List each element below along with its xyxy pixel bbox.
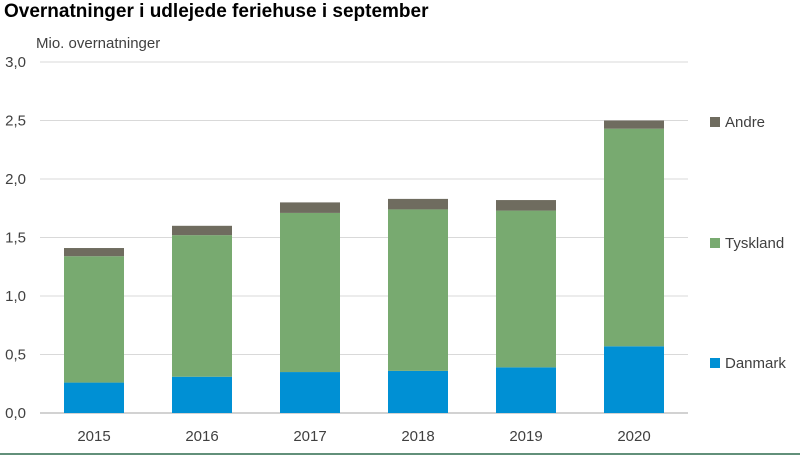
y-tick-labels: 0,0 0,5 1,0 1,5 2,0 2,5 3,0 [5,54,26,422]
bar-andre-2016 [172,225,232,236]
bar-tyskland-2015 [64,256,124,383]
y-tick-label: 1,5 [5,230,26,247]
y-tick-label: 2,0 [5,171,26,188]
bar-tyskland-2020 [604,128,664,347]
bar-andre-2018 [388,198,448,210]
x-tick-label: 2019 [509,428,542,445]
legend-label-andre: Andre [725,114,765,131]
bar-andre-2017 [280,202,340,213]
bar-tyskland-2018 [388,209,448,371]
legend-label-danmark: Danmark [725,355,786,372]
bar-tyskland-2016 [172,235,232,377]
legend: Danmark Tyskland Andre [710,114,786,372]
x-tick-label: 2020 [617,428,650,445]
chart-title: Overnatninger i udlejede feriehuse i sep… [4,1,429,22]
y-tick-label: 1,0 [5,288,26,305]
x-tick-label: 2017 [293,428,326,445]
x-tick-label: 2015 [77,428,110,445]
bar-andre-2019 [496,200,556,211]
y-axis-label: Mio. overnatninger [36,35,160,52]
y-tick-label: 0,5 [5,347,26,364]
bar-danmark-2018 [388,370,448,413]
legend-swatch-andre [710,117,720,127]
legend-swatch-tyskland [710,238,720,248]
bar-danmark-2019 [496,367,556,413]
y-tick-label: 3,0 [5,54,26,71]
y-tick-label: 2,5 [5,113,26,130]
bar-danmark-2015 [64,382,124,413]
x-tick-label: 2016 [185,428,218,445]
bar-tyskland-2019 [496,210,556,368]
x-tick-labels: 2015 2016 2017 2018 2019 2020 [77,428,650,445]
bar-danmark-2016 [172,376,232,413]
y-tick-label: 0,0 [5,405,26,422]
bar-andre-2015 [64,248,124,257]
x-tick-label: 2018 [401,428,434,445]
gridlines [40,61,688,414]
legend-swatch-danmark [710,358,720,368]
bars [64,120,664,413]
bar-danmark-2020 [604,346,664,413]
legend-label-tyskland: Tyskland [725,235,784,252]
bar-danmark-2017 [280,372,340,413]
bar-andre-2020 [604,120,664,129]
bar-tyskland-2017 [280,212,340,373]
